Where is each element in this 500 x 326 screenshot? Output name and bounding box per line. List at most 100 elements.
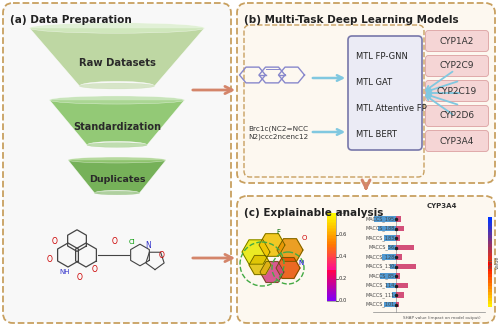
- Bar: [327, 279, 336, 281]
- Text: MACCS_114: MACCS_114: [366, 283, 395, 288]
- Bar: [327, 266, 336, 268]
- FancyBboxPatch shape: [426, 130, 488, 152]
- Bar: [488, 274, 492, 277]
- Bar: [327, 217, 336, 219]
- Bar: [396, 274, 400, 279]
- Bar: [327, 241, 336, 243]
- Text: 0.2: 0.2: [339, 276, 347, 281]
- Bar: [327, 239, 336, 241]
- Text: CYP2D6: CYP2D6: [440, 111, 474, 121]
- Text: Duplicates: Duplicates: [89, 175, 145, 184]
- Bar: [396, 245, 414, 250]
- Bar: [327, 269, 336, 271]
- Polygon shape: [68, 160, 166, 193]
- Text: Cl: Cl: [128, 239, 136, 245]
- Bar: [327, 270, 336, 272]
- Text: CYP3A4: CYP3A4: [427, 203, 457, 209]
- Bar: [488, 292, 492, 295]
- Bar: [327, 229, 336, 231]
- Bar: [488, 256, 492, 259]
- Text: O: O: [112, 238, 118, 246]
- Bar: [327, 253, 336, 254]
- Bar: [388, 245, 396, 250]
- Bar: [488, 271, 492, 274]
- Text: MTL Attentive FP: MTL Attentive FP: [356, 104, 427, 113]
- Bar: [327, 283, 336, 285]
- Bar: [327, 220, 336, 222]
- Polygon shape: [276, 258, 300, 278]
- Text: MTL GAT: MTL GAT: [356, 78, 392, 87]
- Bar: [488, 280, 492, 283]
- Bar: [327, 213, 336, 301]
- Text: 0.8: 0.8: [339, 211, 347, 215]
- Bar: [327, 300, 336, 301]
- Bar: [488, 265, 492, 268]
- Text: (c) Explainable analysis: (c) Explainable analysis: [244, 208, 384, 218]
- Text: NH: NH: [60, 269, 70, 275]
- Text: CYP2C19: CYP2C19: [437, 86, 477, 96]
- Text: O: O: [92, 265, 98, 274]
- Bar: [384, 235, 396, 241]
- Bar: [488, 262, 492, 265]
- FancyBboxPatch shape: [426, 81, 488, 101]
- Bar: [488, 244, 492, 247]
- Bar: [396, 302, 399, 307]
- Bar: [327, 273, 336, 275]
- Bar: [396, 226, 404, 231]
- Bar: [327, 277, 336, 279]
- Bar: [327, 233, 336, 235]
- Bar: [396, 216, 401, 222]
- Bar: [327, 216, 336, 218]
- Bar: [327, 263, 336, 265]
- Bar: [488, 301, 492, 304]
- Ellipse shape: [50, 96, 184, 104]
- Bar: [327, 291, 336, 292]
- Text: MTL FP-GNN: MTL FP-GNN: [356, 52, 408, 61]
- Bar: [396, 264, 416, 269]
- Bar: [488, 217, 492, 220]
- FancyBboxPatch shape: [426, 55, 488, 77]
- Bar: [327, 267, 336, 269]
- Bar: [327, 215, 336, 216]
- Bar: [327, 280, 336, 282]
- Bar: [327, 288, 336, 289]
- Bar: [488, 250, 492, 253]
- Bar: [396, 292, 404, 298]
- Bar: [488, 286, 492, 289]
- Bar: [327, 235, 336, 237]
- Bar: [386, 283, 396, 288]
- Bar: [327, 213, 336, 215]
- Bar: [327, 225, 336, 227]
- Text: O: O: [159, 250, 165, 259]
- Bar: [488, 232, 492, 235]
- Text: F: F: [276, 229, 280, 235]
- Text: 0.0: 0.0: [339, 299, 347, 304]
- FancyBboxPatch shape: [237, 196, 495, 323]
- Text: MACCS_195: MACCS_195: [366, 216, 395, 222]
- Bar: [488, 259, 492, 262]
- Bar: [488, 241, 492, 244]
- Bar: [488, 304, 492, 307]
- Text: MACCS_183: MACCS_183: [366, 235, 395, 241]
- Ellipse shape: [30, 23, 204, 33]
- Bar: [327, 250, 336, 251]
- Bar: [327, 222, 336, 224]
- Bar: [327, 292, 336, 294]
- FancyBboxPatch shape: [348, 36, 422, 150]
- Bar: [327, 228, 336, 230]
- Bar: [488, 220, 492, 223]
- Text: O: O: [302, 235, 308, 241]
- Text: MACCS_56: MACCS_56: [369, 244, 395, 250]
- Bar: [382, 254, 396, 259]
- Bar: [327, 295, 336, 297]
- Text: O: O: [77, 274, 83, 283]
- Bar: [327, 294, 336, 295]
- Bar: [327, 259, 336, 260]
- Bar: [488, 283, 492, 286]
- Bar: [488, 238, 492, 241]
- Text: Standardization: Standardization: [73, 122, 161, 132]
- Bar: [327, 257, 336, 259]
- Bar: [488, 253, 492, 256]
- Bar: [327, 297, 336, 298]
- Text: (b) Multi-Task Deep Learning Models: (b) Multi-Task Deep Learning Models: [244, 15, 458, 25]
